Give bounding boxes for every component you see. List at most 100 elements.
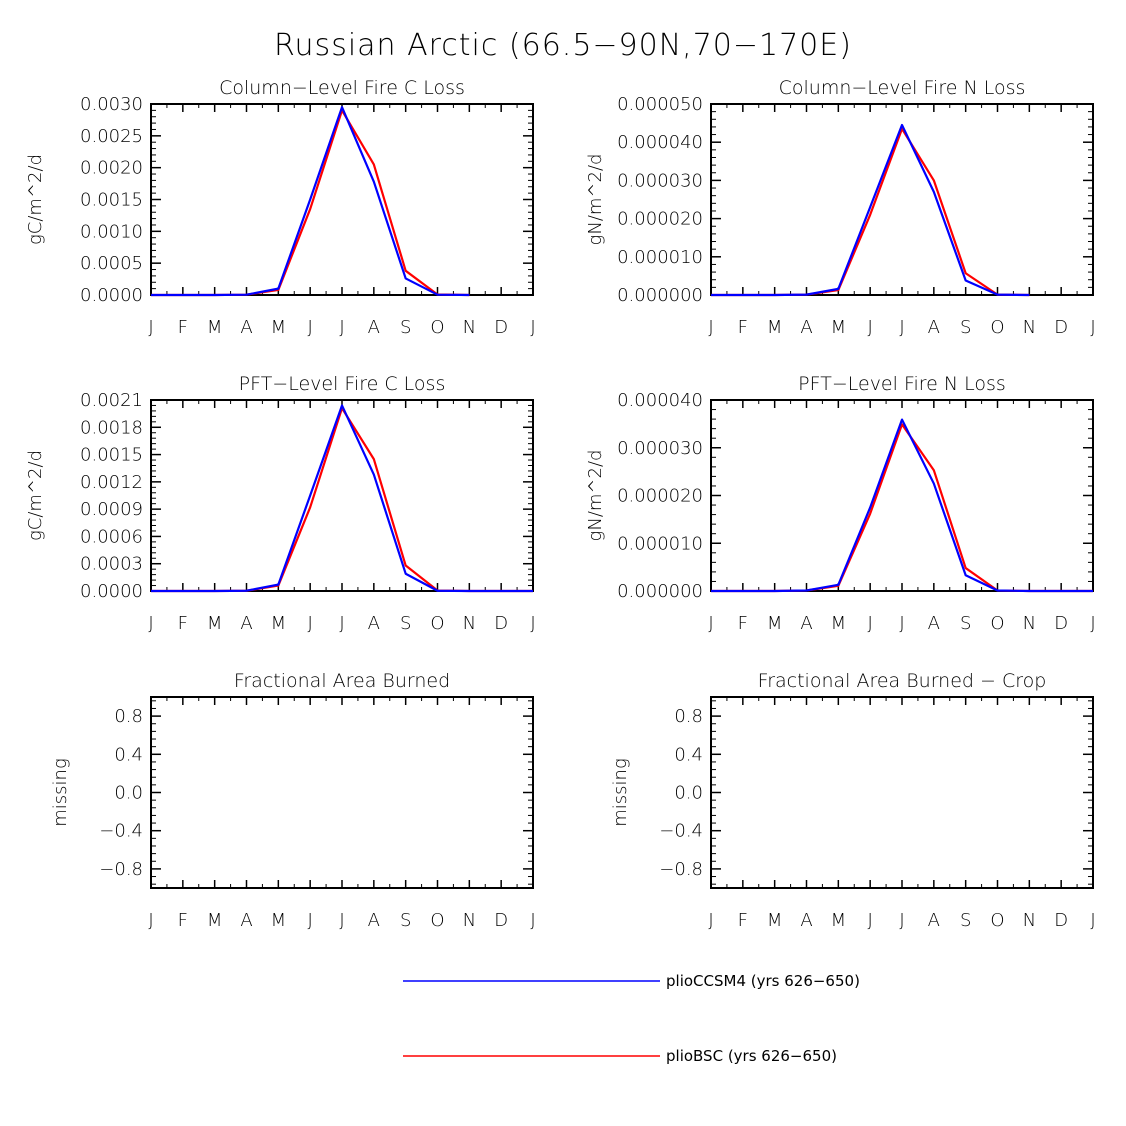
x-tick-label: D — [1054, 910, 1068, 931]
x-tick-label: M — [207, 317, 223, 338]
y-tick-label: 0.0012 — [80, 472, 143, 493]
x-tick-label: F — [178, 317, 188, 338]
y-tick-label: 0.000040 — [617, 390, 703, 411]
y-tick-label: 0.0015 — [80, 445, 143, 466]
x-tick-label: J — [868, 317, 873, 338]
x-tick-label: J — [868, 910, 873, 931]
y-tick-label: 0.8 — [674, 706, 703, 727]
y-tick-label: −0.8 — [659, 859, 703, 880]
y-tick-label: 0.0021 — [80, 390, 143, 411]
series-line-bsc — [711, 127, 1030, 297]
series-line-ccsm4 — [711, 123, 1030, 297]
y-tick-label: 0.4 — [674, 744, 703, 765]
x-tick-label: M — [271, 613, 287, 634]
x-tick-label: J — [899, 317, 904, 338]
x-tick-label: M — [767, 910, 783, 931]
x-tick-label: S — [400, 910, 411, 931]
plot-frame — [710, 103, 1094, 296]
x-tick-label: J — [530, 317, 535, 338]
figure-title: Russian Arctic (66.5−90N,70−170E) — [274, 28, 852, 63]
y-axis-label: missing — [610, 758, 631, 827]
x-tick-label: J — [708, 613, 713, 634]
y-tick-label: 0.4 — [114, 744, 143, 765]
x-tick-label: A — [928, 317, 940, 338]
plot-frame — [150, 696, 534, 889]
series-line-ccsm4 — [151, 404, 533, 593]
y-tick-label: 0.0025 — [80, 126, 143, 147]
x-tick-label: S — [960, 910, 971, 931]
x-tick-label: M — [271, 910, 287, 931]
x-tick-label: J — [708, 910, 713, 931]
x-tick-label: D — [494, 910, 508, 931]
x-tick-label: O — [990, 910, 1004, 931]
x-tick-label: M — [831, 317, 847, 338]
x-tick-label: F — [178, 910, 188, 931]
x-tick-label: N — [1023, 317, 1036, 338]
y-tick-label: 0.000010 — [617, 247, 703, 268]
x-tick-label: F — [738, 910, 748, 931]
y-tick-label: 0.000020 — [617, 209, 703, 230]
y-tick-label: −0.8 — [99, 859, 143, 880]
x-tick-label: J — [530, 910, 535, 931]
plot-frame — [710, 399, 1094, 592]
y-tick-label: 0.0003 — [80, 554, 143, 575]
x-tick-label: S — [960, 317, 971, 338]
panel-title: Fractional Area Burned − Crop — [758, 670, 1047, 692]
x-tick-label: A — [240, 613, 252, 634]
x-tick-label: M — [271, 317, 287, 338]
x-tick-label: N — [1023, 910, 1036, 931]
x-tick-label: D — [1054, 317, 1068, 338]
x-tick-label: J — [899, 910, 904, 931]
legend-label: plioBSC (yrs 626−650) — [666, 1047, 837, 1065]
x-tick-label: M — [207, 910, 223, 931]
x-tick-label: O — [430, 613, 444, 634]
y-tick-label: 0.0010 — [80, 221, 143, 242]
x-tick-label: J — [339, 910, 344, 931]
y-tick-label: 0.000020 — [617, 486, 703, 507]
panel-title: PFT−Level Fire C Loss — [239, 373, 446, 395]
y-axis-label: gC/m^2/d — [25, 154, 46, 245]
x-tick-label: D — [1054, 613, 1068, 634]
y-tick-label: 0.0000 — [80, 285, 143, 306]
x-tick-label: A — [928, 910, 940, 931]
x-tick-label: D — [494, 317, 508, 338]
x-tick-label: N — [463, 317, 476, 338]
x-tick-label: S — [400, 317, 411, 338]
panel-title: PFT−Level Fire N Loss — [798, 373, 1006, 395]
y-tick-label: 0.0009 — [80, 499, 143, 520]
y-tick-label: 0.000010 — [617, 533, 703, 554]
x-tick-label: J — [708, 317, 713, 338]
y-axis-label: gC/m^2/d — [25, 450, 46, 541]
x-tick-label: O — [990, 613, 1004, 634]
y-axis-label: gN/m^2/d — [585, 154, 606, 246]
x-tick-label: F — [178, 613, 188, 634]
x-tick-label: J — [148, 317, 153, 338]
y-tick-label: 0.8 — [114, 706, 143, 727]
x-tick-label: M — [831, 910, 847, 931]
plot-frame — [150, 103, 534, 296]
series-line-bsc — [151, 407, 533, 593]
y-tick-label: −0.4 — [99, 821, 143, 842]
x-tick-label: A — [240, 317, 252, 338]
panel-title: Column−Level Fire C Loss — [219, 77, 465, 99]
x-tick-label: A — [368, 910, 380, 931]
y-axis-label: missing — [50, 758, 71, 827]
y-tick-label: 0.0000 — [80, 581, 143, 602]
y-tick-label: 0.0 — [114, 783, 143, 804]
y-tick-label: 0.0015 — [80, 190, 143, 211]
y-tick-label: 0.000030 — [617, 438, 703, 459]
x-tick-label: J — [1090, 317, 1095, 338]
x-tick-label: O — [430, 910, 444, 931]
x-tick-label: A — [240, 910, 252, 931]
x-tick-label: A — [800, 317, 812, 338]
panel-title: Fractional Area Burned — [234, 670, 450, 692]
plot-frame — [150, 399, 534, 592]
y-tick-label: 0.000000 — [617, 581, 703, 602]
x-tick-label: N — [463, 613, 476, 634]
x-tick-label: J — [308, 613, 313, 634]
x-tick-label: O — [430, 317, 444, 338]
x-tick-label: N — [463, 910, 476, 931]
